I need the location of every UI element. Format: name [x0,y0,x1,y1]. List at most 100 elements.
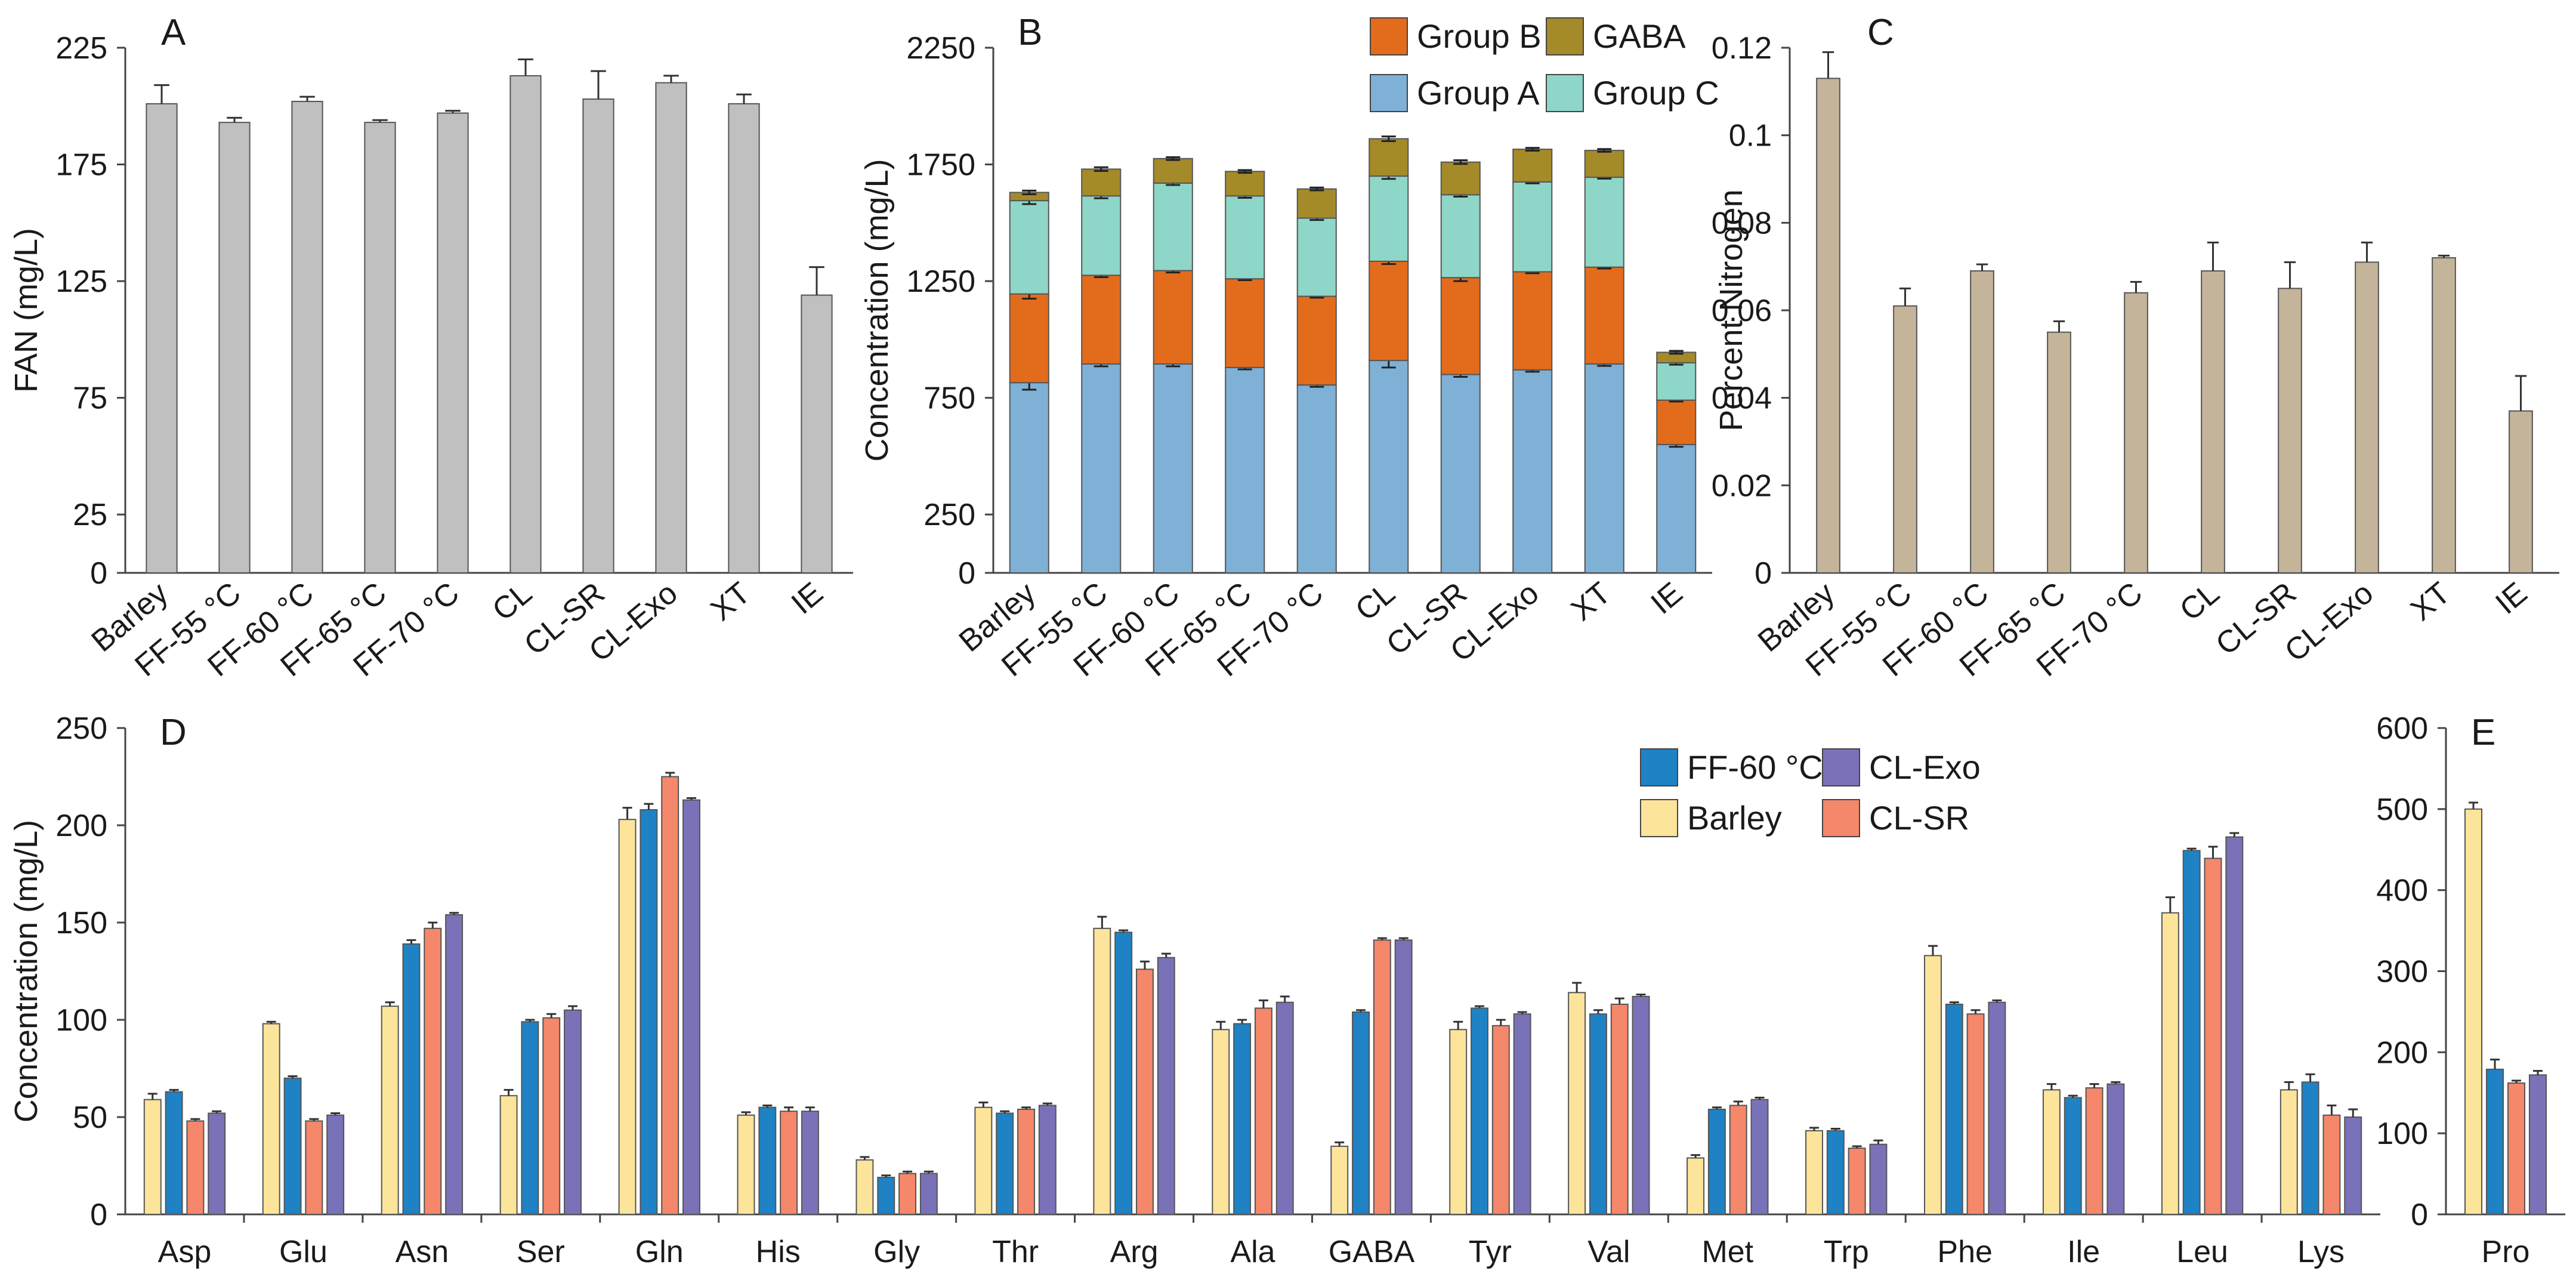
x-tick-label: Arg [1110,1235,1159,1269]
bar [2301,1081,2319,1215]
bar [2464,808,2483,1216]
stacked-bar-segment [1512,271,1553,371]
bar [2042,1089,2061,1215]
y-axis-title: Percent Nitrogen [1713,189,1749,431]
bar [2106,1083,2125,1215]
bar [1233,1023,1252,1216]
legend-swatch [1822,748,1860,786]
x-tick-label: Asp [158,1235,212,1269]
bar [618,819,637,1215]
bar [1157,957,1175,1216]
y-tick-label: 200 [2376,1035,2428,1070]
x-tick-label: GABA [1329,1235,1415,1269]
bar [499,1095,518,1216]
bar [2204,858,2222,1216]
stacked-bar-segment [1153,363,1193,573]
stacked-bar-segment [1440,277,1481,375]
legend-swatch [1640,748,1678,786]
y-tick-label: 25 [73,498,107,532]
stacked-bar-segment [1656,443,1697,574]
bar [1924,955,1942,1216]
bar [2322,1114,2341,1215]
bar [780,1111,798,1215]
x-tick-label: Leu [2176,1235,2228,1269]
bar [1513,1013,1531,1215]
bar [1893,305,1917,574]
bar [521,1021,539,1215]
bar [2085,1087,2104,1215]
x-tick-label: Thr [992,1235,1039,1269]
bar [2280,1089,2298,1215]
x-tick-label: Trp [1824,1235,1869,1269]
stacked-bar-segment [1656,362,1697,401]
y-tick-label: 1750 [906,148,975,183]
bar [661,776,679,1215]
stacked-bar-segment [1225,366,1265,573]
panel-c: 0 0.02 0.04 0.06 0.08 0.1 0.12 Percent Nitrogen… [1712,12,2559,683]
bar [1632,995,1650,1215]
bar [564,1009,582,1215]
y-tick-label: 0.12 [1712,31,1772,66]
x-tick-label: IE [2489,576,2534,621]
bar [1805,1130,1823,1215]
x-tick-label: Val [1587,1235,1630,1269]
x-tick-label: Lys [2297,1235,2345,1269]
x-tick-label: CL-Exo [2278,576,2380,669]
stacked-bar-segment [1512,369,1553,573]
stacked-bar-segment [1225,171,1265,197]
panel-d: 0 50 100 150 200 250 Concentration (mg/L) D Asp G… [8,711,2380,1269]
bar [737,1114,755,1215]
bar [2344,1116,2362,1215]
bar [2047,331,2071,574]
panel-letter: B [1018,12,1042,53]
bar [758,1106,777,1215]
x-tick-label: Ile [2067,1235,2100,1269]
bar [728,103,760,574]
legend-label: GABA [1593,17,1686,55]
x-tick-label: His [756,1235,801,1269]
bar [1373,939,1391,1215]
stacked-bar-segment [1153,158,1193,184]
y-tick-label: 400 [2376,874,2428,908]
x-tick-label: Asn [396,1235,449,1269]
bar [437,112,469,573]
y-tick-label: 0 [2411,1198,2428,1232]
y-tick-label: 125 [55,264,107,299]
y-tick-label: 0 [1755,556,1772,591]
y-tick-label: 0 [958,556,975,591]
stacked-bar-segment [1584,363,1624,573]
bar [1729,1105,1747,1215]
bar [682,799,700,1215]
x-tick-label: XT [2404,576,2457,628]
bar [1135,969,1154,1215]
bar [2432,257,2456,573]
y-tick-label: 0.08 [1712,206,1772,240]
bar [2485,1068,2504,1215]
y-tick-label: 200 [55,809,107,843]
x-tick-label: CL [1349,576,1401,628]
stacked-bar-segment [1369,138,1409,177]
legend-label: Barley [1687,799,1782,837]
bar [2182,850,2201,1215]
bar [542,1017,561,1215]
bar [1330,1145,1349,1216]
bar [445,914,464,1215]
bar [801,294,833,573]
bar [582,98,614,574]
bar [1212,1029,1230,1216]
x-tick-label: IE [785,576,830,621]
y-tick-label: 100 [55,1003,107,1038]
stacked-bar-segment [1369,360,1409,573]
panel-letter: E [2471,712,2495,753]
legend-label: FF-60 °C [1687,748,1823,786]
stacked-bar-segment [1369,260,1409,362]
legend-swatch [1640,799,1678,837]
stacked-bar-segment [1512,181,1553,273]
bar [2278,288,2302,573]
panel-letter: C [1867,12,1894,53]
bar [1589,1013,1607,1215]
stacked-bar-segment [1009,382,1049,573]
bar [1352,1011,1370,1215]
